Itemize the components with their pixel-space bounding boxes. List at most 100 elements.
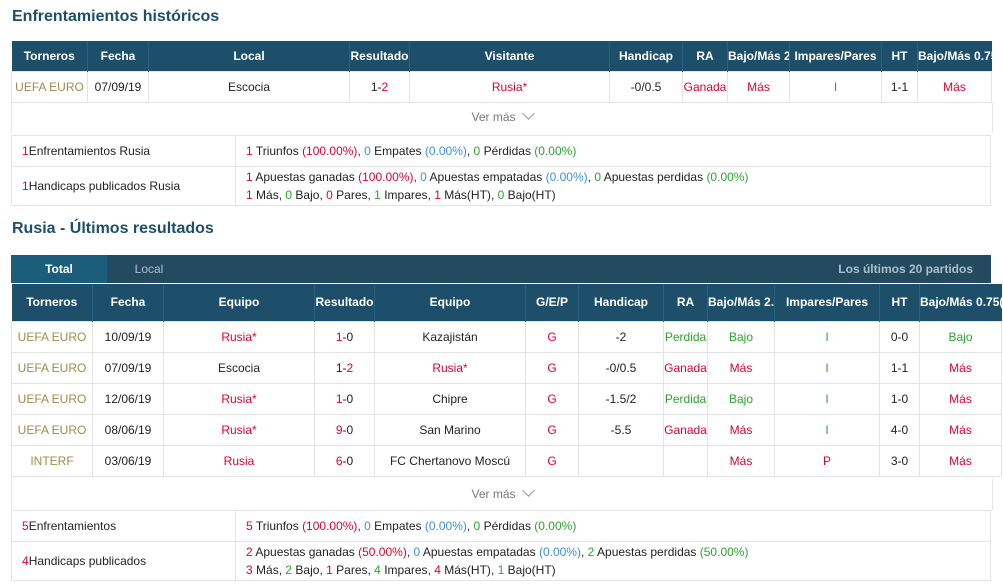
- date-cell: 12/06/19: [92, 382, 164, 415]
- over-under-ht-cell: Más: [919, 444, 1002, 477]
- table-row: UEFA EURO 10/09/19 Rusia* 1-0 Kazajistán G -2 P…: [11, 320, 1002, 353]
- column-header: Bajo/Más 0.75(HT): [917, 41, 992, 71]
- competition-cell[interactable]: UEFA EURO: [11, 351, 93, 384]
- mas_ht-count: 1: [434, 188, 441, 202]
- home-team-cell[interactable]: Rusia*: [163, 382, 315, 415]
- competition-cell[interactable]: UEFA EURO: [11, 382, 93, 415]
- date-cell: 07/09/19: [92, 351, 164, 384]
- home-score: 9: [335, 422, 343, 437]
- result-gep-cell: G: [525, 320, 579, 353]
- impares-word: Impares: [384, 188, 428, 202]
- away-team-cell[interactable]: Kazajistán: [374, 320, 526, 353]
- home-team-cell[interactable]: Escocia: [163, 351, 315, 384]
- pares-count: 1: [326, 563, 333, 577]
- wins-count: 1: [246, 144, 253, 158]
- tied-count: 0: [420, 170, 427, 184]
- score-cell: 1-0: [314, 382, 375, 415]
- ver-mas-label: Ver más: [471, 110, 516, 124]
- draws-word: Empates: [374, 519, 422, 533]
- away-team-cell[interactable]: San Marino: [374, 413, 526, 446]
- impares-count: 4: [374, 563, 381, 577]
- last-stats: 5 Enfrentamientos 5 Triunfos (100.00%), 0…: [11, 510, 991, 581]
- bajo_ht-word: Bajo(HT): [507, 563, 556, 577]
- home-team-cell[interactable]: Rusia*: [163, 320, 315, 353]
- ra-cell: Ganada: [682, 70, 728, 103]
- column-header: RA: [663, 284, 708, 321]
- column-header: Local: [148, 41, 350, 71]
- score-cell: 1-2: [314, 351, 375, 384]
- over-under-ht-cell: Más: [919, 351, 1002, 384]
- over-under-cell: Más: [727, 70, 790, 103]
- star-marker: *: [252, 391, 257, 406]
- ht-cell: 4-0: [879, 413, 920, 446]
- stats-count: 1: [22, 179, 29, 193]
- competition-cell[interactable]: UEFA EURO: [11, 70, 88, 103]
- column-header: Handicap: [609, 41, 683, 71]
- mas-count: 1: [246, 188, 253, 202]
- competition-cell[interactable]: UEFA EURO: [11, 413, 93, 446]
- star-marker: *: [252, 329, 257, 344]
- ht-cell: 1-1: [879, 351, 920, 384]
- stats-line: 1 Triunfos (100.00%), 0 Empates (0.00%),…: [246, 144, 577, 158]
- handicap-cell: -1.5/2: [578, 382, 664, 415]
- handicap-cell: [578, 444, 664, 477]
- competition-cell[interactable]: UEFA EURO: [11, 320, 93, 353]
- last-results-table: Torneros Fecha Equipo Resultado Equipo G/E/P H…: [11, 284, 1002, 477]
- away-team-cell[interactable]: FC Chertanovo Moscú: [374, 444, 526, 477]
- lost-word: Apuestas perdidas: [603, 170, 704, 184]
- column-header: Visitante: [409, 41, 610, 71]
- away-score: 0: [346, 422, 354, 437]
- tab-local[interactable]: Local: [134, 262, 164, 276]
- column-header: Bajo/Más 0.75(HT): [919, 284, 1002, 321]
- tied-pct: (0.00%): [545, 170, 588, 184]
- last-matches-selector[interactable]: Los últimos 20 partidos: [838, 262, 973, 276]
- score-cell: 6-0: [314, 444, 375, 477]
- h2h-ver-mas-button[interactable]: Ver más: [11, 102, 993, 133]
- stats-count: 5: [22, 519, 29, 533]
- home-team-cell[interactable]: Rusia*: [163, 413, 315, 446]
- over-under-ht-cell: Bajo: [919, 320, 1002, 353]
- h2h-stats: 1 Enfrentamientos Rusia 1 Triunfos (100.0…: [11, 135, 991, 206]
- column-header: Impares/Pares: [789, 41, 882, 71]
- impares-count: 1: [374, 188, 381, 202]
- result-gep-cell: G: [525, 413, 579, 446]
- mas-word: Más: [256, 188, 279, 202]
- team-name: Rusia: [221, 422, 252, 437]
- stats-label-text: Enfrentamientos: [28, 519, 117, 533]
- team-name: Escocia: [227, 79, 271, 94]
- losses-count: 0: [473, 144, 481, 158]
- tab-total[interactable]: Total: [11, 255, 107, 283]
- home-score: 6: [335, 453, 343, 468]
- column-header: Equipo: [163, 284, 315, 321]
- results-tabs: Total Local Los últimos 20 partidos: [11, 255, 991, 283]
- over-under-cell: Más: [707, 413, 775, 446]
- star-marker: *: [463, 360, 468, 375]
- h2h-title: Enfrentamientos históricos: [12, 8, 220, 25]
- score-cell: 1-0: [314, 320, 375, 353]
- away-team-cell[interactable]: Rusia*: [409, 70, 610, 103]
- home-team-cell[interactable]: Escocia: [148, 70, 350, 103]
- chevron-down-icon: [521, 107, 535, 120]
- column-header: HT: [879, 284, 920, 321]
- last-ver-mas-button[interactable]: Ver más: [11, 478, 993, 510]
- column-header: Bajo/Más 2.5(FT): [707, 284, 775, 321]
- stats-row: 1 Enfrentamientos Rusia 1 Triunfos (100.0…: [12, 136, 990, 166]
- away-team-cell[interactable]: Rusia*: [374, 351, 526, 384]
- mas_ht-word: Más(HT): [444, 563, 491, 577]
- losses-pct: (0.00%): [534, 519, 577, 533]
- chevron-down-icon: [521, 484, 535, 497]
- ra-cell: Ganada: [663, 351, 708, 384]
- ra-cell: Perdida: [663, 382, 708, 415]
- mas-count: 3: [246, 563, 253, 577]
- away-team-cell[interactable]: Chipre: [374, 382, 526, 415]
- home-team-cell[interactable]: Rusia: [163, 444, 315, 477]
- over-under-cell: Más: [707, 444, 775, 477]
- table-row: INTERF 03/06/19 Rusia 6-0 FC Chertanovo Mosc…: [11, 444, 1002, 477]
- handicap-cell: -2: [578, 320, 664, 353]
- losses-word: Pérdidas: [483, 144, 531, 158]
- won-count: 1: [246, 170, 253, 184]
- draws-pct: (0.00%): [424, 144, 467, 158]
- competition-cell[interactable]: INTERF: [11, 444, 93, 477]
- bajo-count: 2: [285, 563, 293, 577]
- losses-pct: (0.00%): [534, 144, 577, 158]
